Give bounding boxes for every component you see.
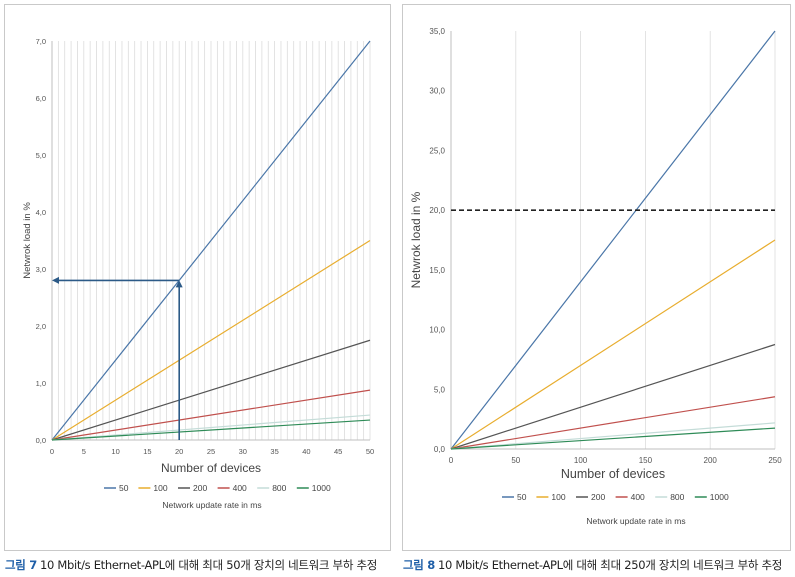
x-tick-label: 50 <box>511 456 520 465</box>
x-tick-label: 20 <box>175 447 183 456</box>
legend-title: Network update rate in ms <box>162 500 261 510</box>
figure-caption-left: 그림 7 10 Mbit/s Ethernet-APL에 대해 최대 50개 장치… <box>5 557 377 573</box>
x-tick-label: 15 <box>143 447 151 456</box>
series-line-400 <box>450 396 776 450</box>
legend-label-800: 800 <box>272 483 286 493</box>
y-tick-label: 20,0 <box>429 206 445 215</box>
chart-left: 0,0 1,0 2,0 3,0 4,0 5,0 6,0 7,0 0 5 10 15 20 25 30 35 40… <box>22 37 374 510</box>
series-line-400 <box>51 389 371 441</box>
legend-label-1000: 1000 <box>710 492 729 502</box>
y-tick-label: 15,0 <box>429 266 445 275</box>
y-tick-label: 35,0 <box>429 27 445 36</box>
y-tick-label: 3,0 <box>36 265 46 274</box>
figure-caption-right: 그림 8 10 Mbit/s Ethernet-APL에 대해 최대 250개 장… <box>403 557 782 573</box>
legend-label-1000: 1000 <box>312 483 331 493</box>
legend-label-400: 400 <box>631 492 645 502</box>
y-tick-label: 4,0 <box>36 208 46 217</box>
chart-panel-right: 0,0 5,0 10,0 15,0 20,0 25,0 30,0 35,0 0 50 100 150 2… <box>402 4 791 551</box>
series-line-1000 <box>51 419 371 441</box>
figure-number-left: 그림 7 <box>5 558 37 572</box>
legend-label-800: 800 <box>670 492 684 502</box>
y-tick-label: 6,0 <box>36 94 46 103</box>
x-tick-label: 50 <box>366 447 374 456</box>
chart-right: 0,0 5,0 10,0 15,0 20,0 25,0 30,0 35,0 0 50 100 150 2… <box>409 27 782 526</box>
figure-caption-text-left: 10 Mbit/s Ethernet-APL에 대해 최대 50개 장치의 네트… <box>39 558 378 572</box>
legend-label-50: 50 <box>517 492 527 502</box>
legend-label-100: 100 <box>551 492 565 502</box>
y-tick-label: 2,0 <box>36 322 46 331</box>
x-tick-label: 100 <box>574 456 588 465</box>
x-tick-label: 250 <box>768 456 782 465</box>
x-axis-title: Number of devices <box>561 467 665 481</box>
series-line-200 <box>51 339 371 441</box>
legend-label-400: 400 <box>233 483 247 493</box>
x-tick-label: 200 <box>704 456 718 465</box>
x-tick-label: 45 <box>334 447 342 456</box>
x-tick-label: 0 <box>50 447 54 456</box>
x-tick-label: 35 <box>270 447 278 456</box>
y-tick-label: 5,0 <box>36 151 46 160</box>
series-line-100 <box>450 239 776 450</box>
y-axis-title: Netwrok load in % <box>409 191 423 288</box>
figure-number-right: 그림 8 <box>403 558 435 572</box>
y-axis-title: Netwrok load in % <box>22 202 33 279</box>
chart-panel-left: 0,0 1,0 2,0 3,0 4,0 5,0 6,0 7,0 0 5 10 15 20 25 30 35 40… <box>4 4 391 551</box>
y-tick-label: 25,0 <box>429 146 445 155</box>
y-tick-label: 7,0 <box>36 37 46 46</box>
annotation-arrowhead-left <box>52 276 59 284</box>
series-line-200 <box>450 343 776 450</box>
x-tick-label: 10 <box>111 447 119 456</box>
legend-title: Network update rate in ms <box>586 516 685 526</box>
x-tick-label: 0 <box>449 456 454 465</box>
y-tick-label: 0,0 <box>36 436 46 445</box>
legend-label-200: 200 <box>591 492 605 502</box>
legend-label-100: 100 <box>153 483 167 493</box>
y-tick-label: 10,0 <box>429 326 445 335</box>
x-axis-title: Number of devices <box>161 461 261 475</box>
series-line-50 <box>51 40 371 441</box>
x-tick-label: 30 <box>239 447 247 456</box>
x-tick-label: 25 <box>207 447 215 456</box>
series-line-800 <box>450 422 776 450</box>
y-tick-label: 30,0 <box>429 87 445 96</box>
series-line-50 <box>450 30 776 450</box>
x-tick-label: 40 <box>302 447 310 456</box>
series-line-800 <box>51 414 371 441</box>
legend-label-200: 200 <box>193 483 207 493</box>
series-line-100 <box>51 239 371 441</box>
series-line-1000 <box>450 427 776 450</box>
y-tick-label: 5,0 <box>434 385 446 394</box>
y-tick-label: 0,0 <box>434 445 446 454</box>
legend-label-50: 50 <box>119 483 129 493</box>
x-tick-label: 150 <box>639 456 653 465</box>
figure-caption-text-right: 10 Mbit/s Ethernet-APL에 대해 최대 250개 장치의 네… <box>437 558 783 572</box>
annotation-arrowhead-up <box>175 280 183 288</box>
x-tick-label: 5 <box>82 447 86 456</box>
y-tick-label: 1,0 <box>36 379 46 388</box>
